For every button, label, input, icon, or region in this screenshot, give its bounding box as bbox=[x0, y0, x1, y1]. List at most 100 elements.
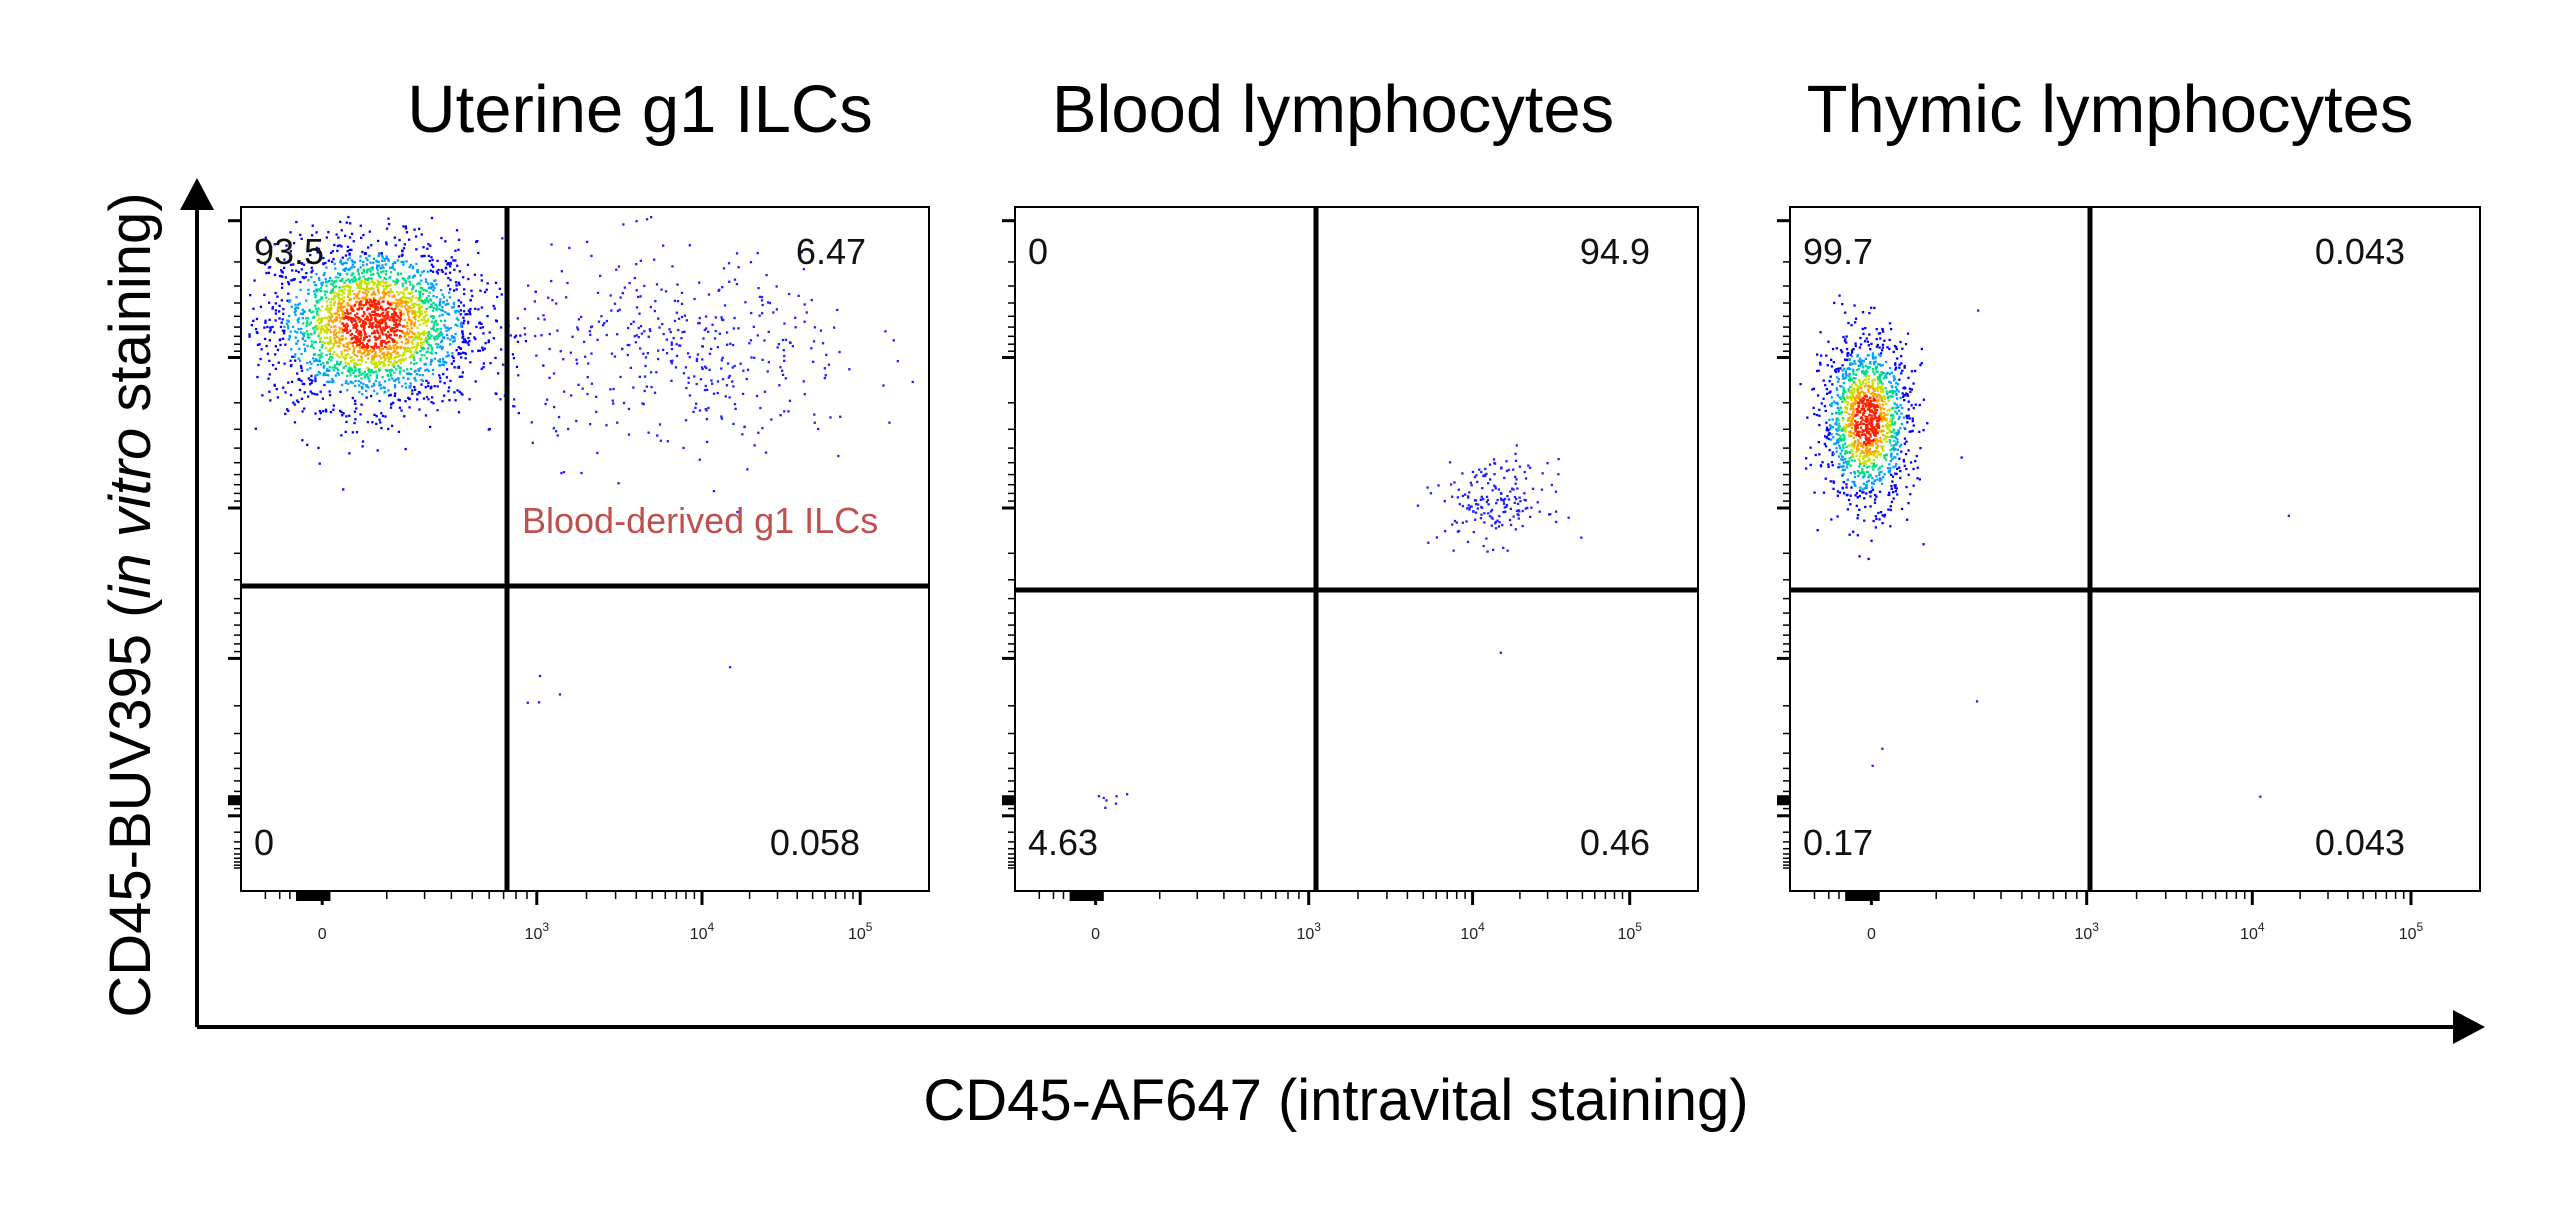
event-dot bbox=[396, 351, 399, 354]
event-dot bbox=[1882, 429, 1885, 433]
event-dot bbox=[402, 291, 405, 294]
event-dot bbox=[404, 227, 408, 230]
event-dot bbox=[268, 359, 271, 362]
event-dot bbox=[428, 306, 431, 309]
event-dot bbox=[365, 315, 369, 318]
event-dot bbox=[274, 319, 277, 322]
event-dot bbox=[1872, 426, 1875, 429]
event-dot bbox=[443, 394, 446, 397]
event-dot bbox=[1873, 414, 1876, 417]
event-dot bbox=[431, 346, 434, 350]
event-dot bbox=[449, 265, 452, 268]
event-dot bbox=[1894, 410, 1897, 413]
event-dot bbox=[352, 309, 355, 312]
event-dot bbox=[516, 317, 519, 320]
event-dot bbox=[1838, 408, 1841, 412]
event-dot bbox=[1877, 383, 1880, 386]
event-dot bbox=[323, 372, 326, 375]
event-dot bbox=[487, 428, 490, 431]
event-dot bbox=[1503, 506, 1506, 509]
event-dot bbox=[407, 350, 410, 353]
event-dot bbox=[367, 301, 371, 304]
event-dot bbox=[353, 297, 356, 300]
event-dot bbox=[384, 273, 388, 276]
event-dot bbox=[349, 334, 352, 337]
event-dot bbox=[1858, 494, 1861, 498]
event-dot bbox=[1485, 500, 1489, 504]
event-dot bbox=[1839, 406, 1842, 409]
event-dot bbox=[289, 231, 292, 234]
event-dot bbox=[1851, 452, 1855, 456]
event-dot bbox=[1856, 445, 1860, 448]
event-dot bbox=[380, 252, 383, 255]
event-dot bbox=[370, 394, 373, 398]
event-dot bbox=[635, 334, 638, 337]
event-dot bbox=[711, 323, 714, 326]
event-dot bbox=[1892, 375, 1895, 378]
event-dot bbox=[380, 312, 383, 315]
event-dot bbox=[1858, 472, 1862, 475]
event-dot bbox=[1838, 428, 1841, 431]
event-dot bbox=[382, 266, 385, 269]
event-dot bbox=[1850, 378, 1853, 381]
event-dot bbox=[1873, 465, 1877, 468]
event-dot bbox=[399, 298, 402, 301]
event-dot bbox=[467, 277, 470, 281]
event-dot bbox=[664, 290, 668, 293]
event-dot bbox=[423, 302, 426, 305]
event-dot bbox=[400, 302, 403, 305]
event-dot bbox=[603, 322, 606, 325]
event-dot bbox=[386, 369, 389, 372]
event-dot bbox=[466, 263, 470, 266]
event-dot bbox=[396, 273, 399, 276]
event-dot bbox=[1863, 429, 1866, 432]
event-dot bbox=[420, 310, 423, 313]
event-dot bbox=[313, 360, 316, 363]
event-dot bbox=[378, 384, 381, 387]
event-dot bbox=[442, 360, 445, 363]
event-dot bbox=[499, 398, 502, 401]
event-dot bbox=[732, 422, 735, 426]
event-dot bbox=[371, 310, 374, 314]
event-dot bbox=[1872, 388, 1875, 391]
event-dot bbox=[336, 371, 339, 375]
event-dot bbox=[432, 316, 435, 320]
event-dot bbox=[1888, 372, 1891, 376]
event-dot bbox=[626, 353, 629, 357]
event-dot bbox=[1872, 468, 1875, 471]
event-dot bbox=[371, 355, 374, 358]
event-dot bbox=[337, 276, 340, 279]
event-dot bbox=[728, 396, 731, 399]
event-dot bbox=[1882, 330, 1885, 333]
event-dot bbox=[380, 343, 383, 347]
event-dot bbox=[323, 316, 326, 319]
event-dot bbox=[711, 382, 714, 385]
event-dot bbox=[1506, 549, 1509, 552]
event-dot bbox=[1854, 382, 1857, 385]
event-dot bbox=[1843, 399, 1846, 402]
event-dot bbox=[407, 396, 410, 399]
event-dot bbox=[361, 352, 364, 355]
event-dot bbox=[707, 406, 710, 410]
x-tick-label: 104 bbox=[1460, 920, 1485, 943]
event-dot bbox=[366, 342, 369, 346]
event-dot bbox=[348, 253, 351, 256]
event-dot bbox=[761, 358, 764, 361]
event-dot bbox=[392, 350, 395, 353]
event-dot bbox=[1848, 451, 1852, 454]
event-dot bbox=[821, 342, 825, 345]
event-dot bbox=[381, 375, 384, 379]
event-dot bbox=[1102, 796, 1105, 800]
event-dot bbox=[425, 332, 428, 335]
event-dot bbox=[1861, 488, 1864, 491]
event-dot bbox=[619, 296, 622, 299]
event-dot bbox=[303, 310, 306, 313]
event-dot bbox=[1870, 442, 1874, 445]
event-dot bbox=[563, 390, 566, 393]
event-dot bbox=[279, 325, 283, 329]
event-dot bbox=[351, 342, 354, 345]
event-dot bbox=[1856, 355, 1859, 358]
event-dot bbox=[382, 356, 386, 359]
event-dot bbox=[1870, 342, 1873, 345]
event-dot bbox=[1905, 392, 1908, 395]
